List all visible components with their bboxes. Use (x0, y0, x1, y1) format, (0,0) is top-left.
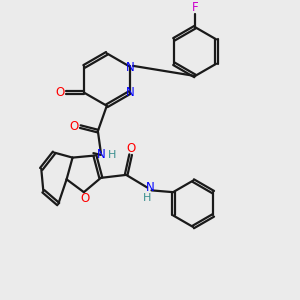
Text: N: N (97, 148, 106, 161)
Text: F: F (192, 1, 198, 14)
Text: O: O (55, 86, 64, 99)
Text: O: O (81, 192, 90, 205)
Text: H: H (143, 193, 151, 203)
Text: N: N (146, 181, 154, 194)
Text: H: H (108, 150, 116, 160)
Text: N: N (126, 61, 134, 74)
Text: O: O (127, 142, 136, 155)
Text: N: N (126, 85, 134, 99)
Text: O: O (69, 120, 79, 133)
